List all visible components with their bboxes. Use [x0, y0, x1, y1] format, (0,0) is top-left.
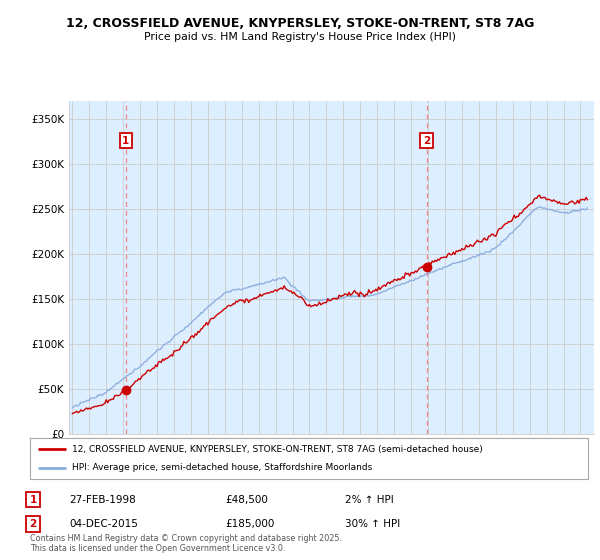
Text: HPI: Average price, semi-detached house, Staffordshire Moorlands: HPI: Average price, semi-detached house,…: [72, 464, 372, 473]
Text: 2% ↑ HPI: 2% ↑ HPI: [345, 494, 394, 505]
Text: Price paid vs. HM Land Registry's House Price Index (HPI): Price paid vs. HM Land Registry's House …: [144, 32, 456, 43]
Text: 1: 1: [29, 494, 37, 505]
Text: 12, CROSSFIELD AVENUE, KNYPERSLEY, STOKE-ON-TRENT, ST8 7AG: 12, CROSSFIELD AVENUE, KNYPERSLEY, STOKE…: [66, 17, 534, 30]
Text: 2: 2: [423, 136, 430, 146]
Text: 27-FEB-1998: 27-FEB-1998: [69, 494, 136, 505]
Text: 1: 1: [122, 136, 130, 146]
Text: 04-DEC-2015: 04-DEC-2015: [69, 519, 138, 529]
Text: 30% ↑ HPI: 30% ↑ HPI: [345, 519, 400, 529]
Text: 2: 2: [29, 519, 37, 529]
Text: 12, CROSSFIELD AVENUE, KNYPERSLEY, STOKE-ON-TRENT, ST8 7AG (semi-detached house): 12, CROSSFIELD AVENUE, KNYPERSLEY, STOKE…: [72, 445, 482, 454]
Text: Contains HM Land Registry data © Crown copyright and database right 2025.
This d: Contains HM Land Registry data © Crown c…: [30, 534, 342, 553]
Text: £185,000: £185,000: [225, 519, 274, 529]
Text: £48,500: £48,500: [225, 494, 268, 505]
